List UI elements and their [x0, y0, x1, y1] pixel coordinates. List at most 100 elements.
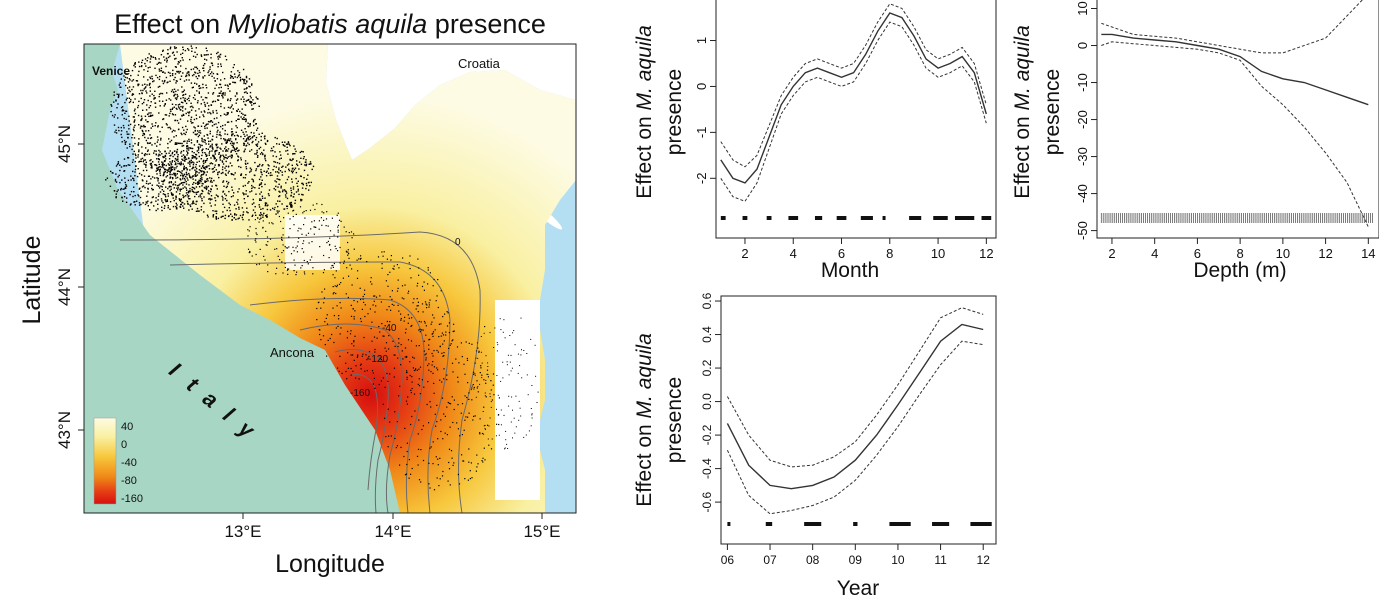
occurrence-point — [245, 119, 247, 121]
occurrence-point — [491, 399, 493, 401]
occurrence-point — [145, 166, 147, 168]
occurrence-point — [268, 222, 270, 224]
occurrence-point — [281, 166, 283, 168]
occurrence-point — [264, 259, 266, 261]
occurrence-point — [209, 199, 212, 201]
occurrence-point — [182, 113, 185, 116]
occurrence-point — [300, 150, 303, 153]
map-title: Effect on Myliobatis aquila presence — [114, 9, 546, 39]
occurrence-point — [284, 194, 287, 196]
occurrence-point — [121, 114, 123, 116]
occurrence-point — [268, 189, 271, 191]
occurrence-point — [190, 45, 192, 47]
occurrence-point — [246, 211, 248, 213]
occurrence-point — [425, 357, 427, 359]
occurrence-point — [388, 435, 390, 437]
occurrence-point — [498, 434, 500, 436]
occurrence-point — [149, 77, 152, 80]
occurrence-point — [167, 71, 170, 74]
occurrence-point — [202, 122, 205, 124]
occurrence-point — [169, 155, 171, 157]
occurrence-point — [119, 86, 121, 88]
occurrence-point — [351, 268, 353, 270]
white-cell — [495, 300, 540, 500]
occurrence-point — [237, 156, 240, 158]
occurrence-point — [277, 255, 279, 257]
occurrence-point — [163, 179, 166, 181]
occurrence-point — [259, 198, 261, 200]
occurrence-point — [218, 134, 220, 136]
occurrence-point — [409, 374, 411, 377]
occurrence-point — [128, 101, 131, 104]
occurrence-point — [227, 215, 230, 218]
occurrence-point — [311, 241, 313, 243]
occurrence-point — [286, 164, 289, 166]
occurrence-point — [359, 258, 362, 260]
occurrence-point — [211, 181, 213, 183]
occurrence-point — [484, 395, 486, 397]
occurrence-point — [220, 86, 222, 89]
occurrence-point — [115, 100, 117, 102]
occurrence-point — [205, 154, 208, 157]
y-tick-label: -2 — [694, 173, 709, 185]
occurrence-point — [183, 175, 185, 177]
occurrence-point — [150, 137, 153, 139]
occurrence-point — [265, 159, 267, 162]
occurrence-point — [124, 181, 126, 184]
occurrence-point — [221, 161, 224, 163]
occurrence-point — [259, 193, 261, 195]
occurrence-point — [393, 376, 395, 378]
occurrence-point — [142, 134, 144, 137]
occurrence-point — [231, 104, 233, 106]
occurrence-point — [431, 364, 433, 366]
occurrence-point — [198, 182, 200, 184]
occurrence-point — [400, 319, 402, 321]
occurrence-point — [260, 213, 262, 215]
occurrence-point — [318, 220, 320, 222]
occurrence-point — [142, 185, 145, 187]
occurrence-point — [321, 211, 323, 213]
occurrence-point — [252, 180, 255, 183]
occurrence-point — [510, 354, 512, 356]
occurrence-point — [346, 337, 348, 339]
occurrence-point — [126, 133, 128, 135]
occurrence-point — [211, 125, 214, 127]
occurrence-point — [353, 341, 355, 343]
occurrence-point — [222, 172, 224, 174]
occurrence-point — [382, 255, 384, 257]
occurrence-point — [302, 194, 304, 196]
occurrence-point — [313, 233, 315, 235]
occurrence-point — [162, 167, 165, 169]
occurrence-point — [280, 185, 282, 187]
occurrence-point — [154, 97, 156, 99]
occurrence-point — [251, 178, 253, 180]
occurrence-point — [132, 86, 135, 88]
occurrence-point — [254, 206, 256, 208]
occurrence-point — [273, 165, 275, 168]
occurrence-point — [164, 59, 166, 61]
occurrence-point — [125, 165, 128, 167]
occurrence-point — [191, 208, 193, 210]
place-label-venice: Venice — [92, 64, 130, 78]
occurrence-point — [262, 226, 264, 228]
occurrence-point — [307, 182, 310, 184]
occurrence-point — [224, 124, 226, 126]
occurrence-point — [185, 158, 188, 160]
occurrence-point — [273, 208, 276, 211]
occurrence-point — [123, 196, 126, 198]
occurrence-point — [537, 391, 539, 393]
occurrence-point — [248, 85, 250, 88]
occurrence-point — [508, 374, 510, 376]
occurrence-point — [180, 179, 182, 181]
occurrence-point — [154, 90, 156, 92]
occurrence-point — [280, 220, 282, 223]
occurrence-point — [462, 460, 464, 462]
rug-bar — [788, 216, 799, 220]
occurrence-point — [290, 206, 292, 208]
occurrence-point — [281, 190, 284, 193]
occurrence-point — [245, 163, 247, 165]
occurrence-point — [222, 97, 224, 99]
occurrence-point — [417, 282, 419, 284]
occurrence-point — [209, 177, 211, 179]
occurrence-point — [198, 69, 200, 72]
